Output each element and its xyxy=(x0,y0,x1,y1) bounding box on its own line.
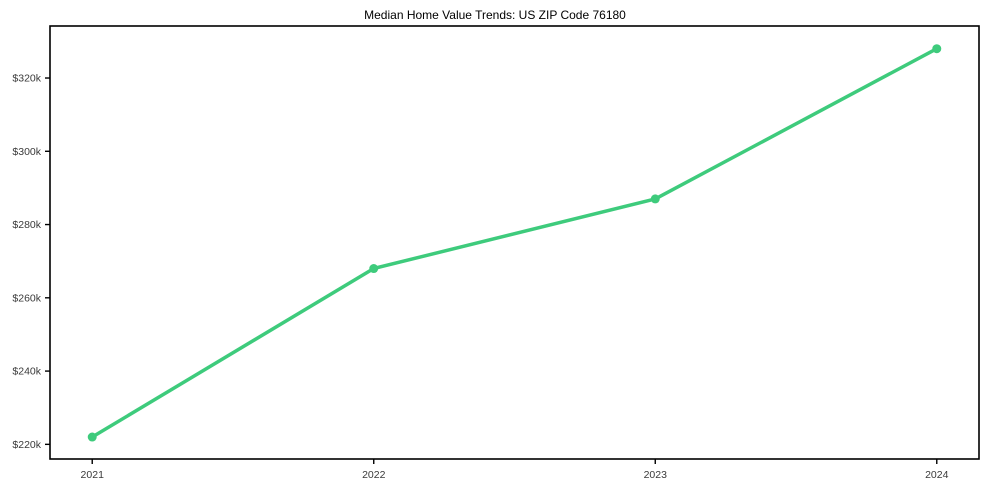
data-point-marker xyxy=(650,194,660,204)
y-axis-tick-label: $240k xyxy=(12,366,41,378)
data-point-marker xyxy=(932,44,942,54)
trend-line xyxy=(90,46,939,439)
y-axis-tick-label: $280k xyxy=(12,219,41,231)
y-axis-tick-label: $260k xyxy=(12,292,41,304)
y-axis-tick-label: $320k xyxy=(12,73,41,85)
x-axis-tick-label: 2022 xyxy=(362,469,386,481)
x-axis-tick-label: 2024 xyxy=(925,469,949,481)
y-axis-tick-label: $300k xyxy=(12,146,41,158)
data-point-marker xyxy=(87,432,97,442)
data-point-marker xyxy=(369,264,379,274)
x-axis-tick-label: 2023 xyxy=(644,469,668,481)
x-axis-tick-label: 2021 xyxy=(81,469,105,481)
y-axis-tick-label: $220k xyxy=(12,439,41,451)
chart-title: Median Home Value Trends: US ZIP Code 76… xyxy=(364,8,626,22)
plot-border xyxy=(49,25,980,460)
